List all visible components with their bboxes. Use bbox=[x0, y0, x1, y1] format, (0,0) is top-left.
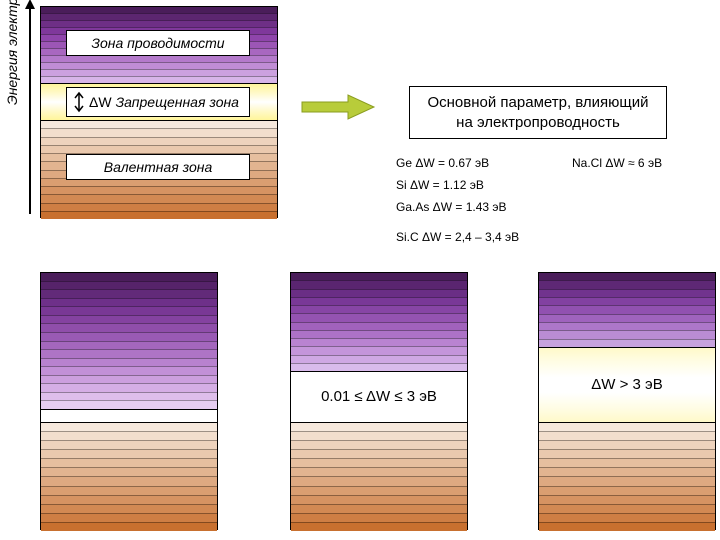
param-si: Si ΔW = 1.12 эВ bbox=[396, 178, 484, 192]
param-sic: Si.C ΔW = 2,4 – 3,4 эВ bbox=[396, 230, 519, 244]
conduction-band-label: Зона проводимости bbox=[66, 30, 250, 56]
right-arrow-icon bbox=[300, 92, 378, 122]
insulator-band-diagram: ΔW > 3 эВ bbox=[538, 272, 716, 530]
energy-axis-arrow bbox=[29, 6, 31, 214]
metal-band-diagram bbox=[40, 272, 218, 530]
param-nacl: Na.Cl ΔW ≈ 6 эВ bbox=[572, 156, 662, 170]
gap-label: 0.01 ≤ ΔW ≤ 3 эВ bbox=[291, 388, 467, 405]
y-axis-label: Энергия электрона bbox=[4, 0, 20, 105]
gap-label: ΔW > 3 эВ bbox=[539, 376, 715, 393]
valence-band-label: Валентная зона bbox=[66, 154, 250, 180]
param-gaas: Ga.As ΔW = 1.43 эВ bbox=[396, 200, 507, 214]
semiconductor-band-diagram: 0.01 ≤ ΔW ≤ 3 эВ bbox=[290, 272, 468, 530]
title-line-2: на электропроводность bbox=[420, 113, 656, 133]
main-parameter-title: Основной параметр, влияющий на электропр… bbox=[409, 86, 667, 139]
param-ge: Ge ΔW = 0.67 эВ bbox=[396, 156, 489, 170]
forbidden-band-label: ΔWЗапрещенная зона bbox=[66, 87, 250, 117]
title-line-1: Основной параметр, влияющий bbox=[420, 93, 656, 113]
